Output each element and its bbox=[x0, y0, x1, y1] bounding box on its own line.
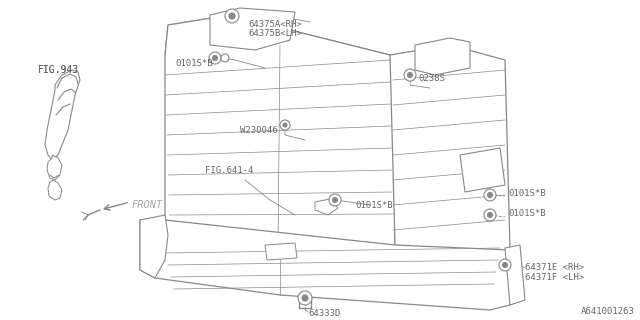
Circle shape bbox=[408, 73, 413, 77]
Circle shape bbox=[484, 189, 496, 201]
Polygon shape bbox=[265, 243, 297, 260]
Polygon shape bbox=[210, 8, 295, 50]
Circle shape bbox=[283, 123, 287, 127]
Circle shape bbox=[488, 193, 493, 197]
Text: 0101S*B: 0101S*B bbox=[508, 209, 546, 218]
Circle shape bbox=[329, 194, 341, 206]
Circle shape bbox=[229, 13, 235, 19]
Circle shape bbox=[298, 291, 312, 305]
Circle shape bbox=[488, 212, 493, 218]
Text: A641001263: A641001263 bbox=[581, 308, 635, 316]
Circle shape bbox=[502, 262, 508, 268]
Circle shape bbox=[302, 295, 308, 301]
Polygon shape bbox=[460, 148, 505, 192]
Circle shape bbox=[333, 197, 337, 203]
Circle shape bbox=[221, 54, 229, 62]
Text: FRONT: FRONT bbox=[132, 200, 163, 210]
Text: 64375B<LH>: 64375B<LH> bbox=[248, 28, 301, 37]
Polygon shape bbox=[315, 199, 338, 215]
Text: 0101S*B: 0101S*B bbox=[175, 59, 212, 68]
Circle shape bbox=[499, 259, 511, 271]
Circle shape bbox=[280, 120, 290, 130]
Text: W230046: W230046 bbox=[240, 125, 278, 134]
Polygon shape bbox=[140, 215, 168, 278]
Polygon shape bbox=[505, 245, 525, 305]
Polygon shape bbox=[45, 70, 80, 160]
Text: 0238S: 0238S bbox=[418, 74, 445, 83]
Polygon shape bbox=[165, 15, 390, 80]
Text: FIG.943: FIG.943 bbox=[38, 65, 79, 75]
Text: FIG.943: FIG.943 bbox=[38, 65, 79, 75]
Polygon shape bbox=[140, 220, 510, 310]
Circle shape bbox=[212, 55, 218, 60]
Circle shape bbox=[404, 69, 416, 81]
Circle shape bbox=[484, 209, 496, 221]
Text: FIG.641-4: FIG.641-4 bbox=[205, 165, 253, 174]
Polygon shape bbox=[48, 180, 62, 200]
Circle shape bbox=[209, 52, 221, 64]
Text: 0101S*B: 0101S*B bbox=[355, 201, 392, 210]
Text: 64371E <RH>: 64371E <RH> bbox=[525, 263, 584, 273]
Text: 64333D: 64333D bbox=[308, 309, 340, 318]
Polygon shape bbox=[165, 15, 395, 255]
Polygon shape bbox=[415, 38, 470, 75]
Polygon shape bbox=[47, 155, 62, 180]
Circle shape bbox=[225, 9, 239, 23]
Text: 64371F <LH>: 64371F <LH> bbox=[525, 274, 584, 283]
Polygon shape bbox=[390, 45, 510, 260]
Text: 64375A<RH>: 64375A<RH> bbox=[248, 20, 301, 28]
Text: 0101S*B: 0101S*B bbox=[508, 188, 546, 197]
